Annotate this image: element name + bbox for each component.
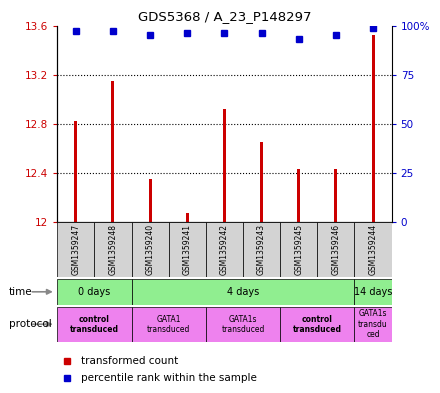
Bar [111, 81, 114, 222]
Bar [243, 222, 280, 277]
Text: time: time [9, 287, 33, 297]
Text: control
transduced: control transduced [293, 314, 342, 334]
Bar [169, 222, 206, 277]
Bar [57, 279, 132, 305]
Bar [334, 169, 337, 222]
Bar [280, 307, 355, 342]
Text: transformed count: transformed count [81, 356, 178, 366]
Text: GSM1359247: GSM1359247 [71, 224, 80, 275]
Bar [206, 307, 280, 342]
Title: GDS5368 / A_23_P148297: GDS5368 / A_23_P148297 [138, 10, 311, 23]
Text: 14 days: 14 days [354, 287, 392, 297]
Bar [371, 35, 374, 222]
Bar [280, 222, 317, 277]
Text: 0 days: 0 days [78, 287, 110, 297]
Bar [355, 279, 392, 305]
Text: GSM1359242: GSM1359242 [220, 224, 229, 275]
Bar [260, 142, 263, 222]
Bar [94, 222, 132, 277]
Text: GATA1s
transdu
ced: GATA1s transdu ced [358, 309, 388, 339]
Bar [132, 307, 206, 342]
Text: 4 days: 4 days [227, 287, 259, 297]
Text: percentile rank within the sample: percentile rank within the sample [81, 373, 257, 383]
Bar [297, 169, 300, 222]
Bar [355, 222, 392, 277]
Bar [74, 121, 77, 222]
Bar [132, 222, 169, 277]
Bar [206, 222, 243, 277]
Text: GSM1359246: GSM1359246 [331, 224, 341, 275]
Text: GSM1359248: GSM1359248 [108, 224, 117, 275]
Text: GATA1s
transduced: GATA1s transduced [221, 314, 265, 334]
Bar [57, 222, 94, 277]
Bar [57, 307, 132, 342]
Bar [186, 213, 189, 222]
Bar [223, 109, 226, 222]
Text: protocol: protocol [9, 319, 51, 329]
Bar [355, 307, 392, 342]
Bar [317, 222, 355, 277]
Bar [149, 179, 151, 222]
Text: GSM1359240: GSM1359240 [146, 224, 154, 275]
Text: GSM1359245: GSM1359245 [294, 224, 303, 275]
Text: GSM1359244: GSM1359244 [369, 224, 378, 275]
Text: GSM1359241: GSM1359241 [183, 224, 192, 275]
Bar [132, 279, 355, 305]
Text: GSM1359243: GSM1359243 [257, 224, 266, 275]
Text: control
transduced: control transduced [70, 314, 119, 334]
Text: GATA1
transduced: GATA1 transduced [147, 314, 191, 334]
